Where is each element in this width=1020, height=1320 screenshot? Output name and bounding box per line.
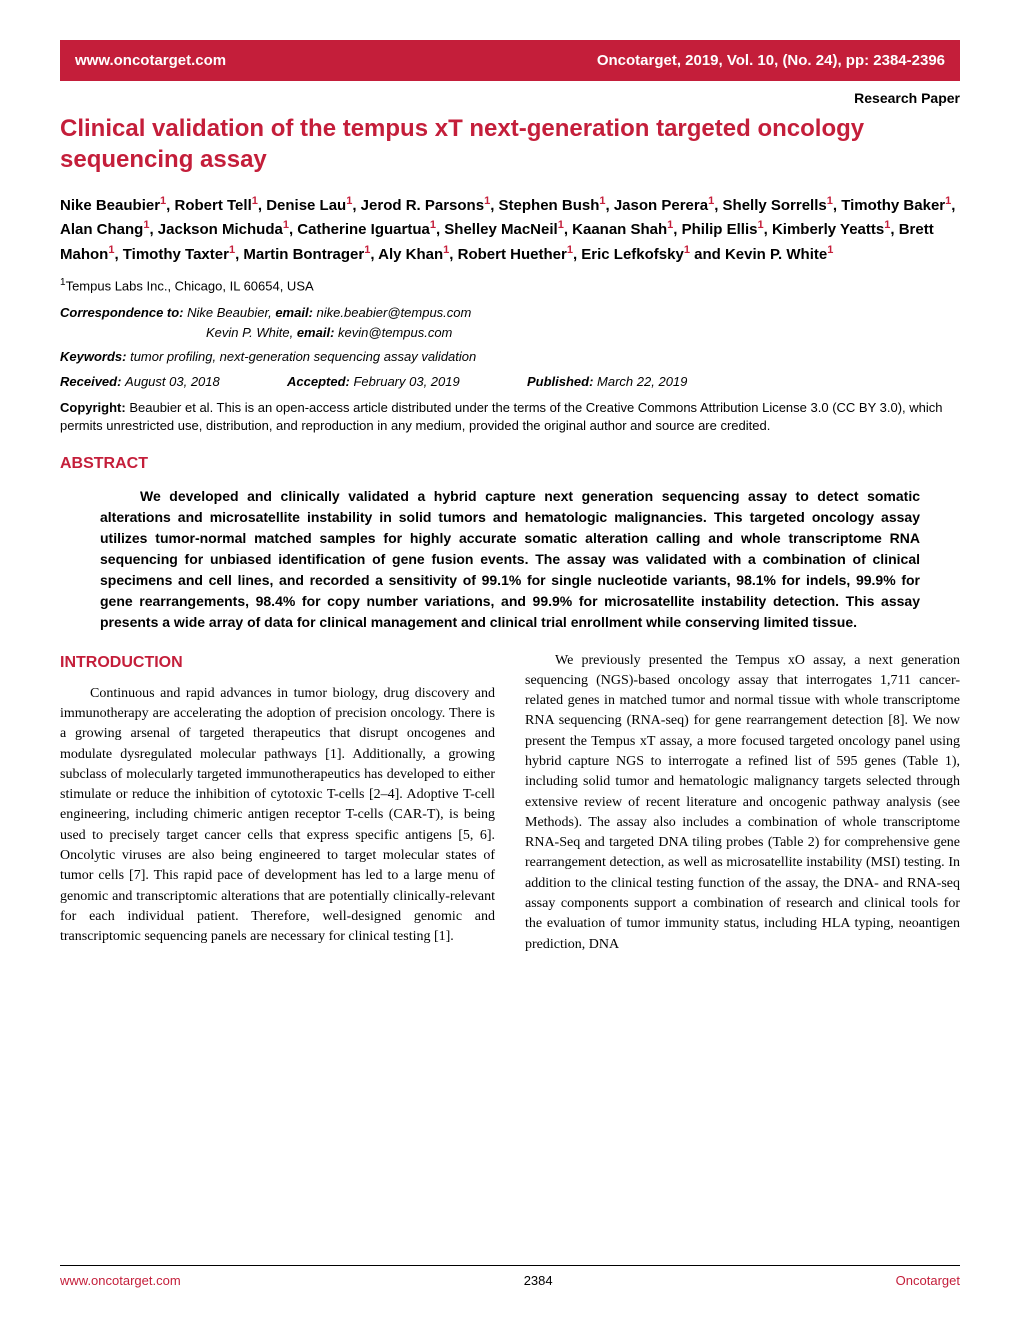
corr-email-label-2: email: (297, 325, 335, 340)
affiliation: 1Tempus Labs Inc., Chicago, IL 60654, US… (60, 276, 960, 296)
introduction-heading: INTRODUCTION (60, 651, 495, 674)
copyright-label: Copyright: (60, 400, 126, 415)
abstract-heading: ABSTRACT (60, 453, 960, 475)
correspondence-line1: Correspondence to: Nike Beaubier, email:… (60, 304, 960, 322)
footer-website: www.oncotarget.com (60, 1272, 181, 1290)
corr-email-1: nike.beabier@tempus.com (317, 305, 472, 320)
article-type-label: Research Paper (60, 89, 960, 109)
header-website: www.oncotarget.com (75, 50, 226, 71)
intro-para-1: Continuous and rapid advances in tumor b… (60, 684, 495, 948)
authors-list: Nike Beaubier1, Robert Tell1, Denise Lau… (60, 193, 960, 267)
header-citation: Oncotarget, 2019, Vol. 10, (No. 24), pp:… (597, 50, 945, 71)
abstract-content: We developed and clinically validated a … (100, 488, 920, 630)
copyright-notice: Copyright: Beaubier et al. This is an op… (60, 399, 960, 435)
corr-email-2: kevin@tempus.com (338, 325, 452, 340)
accepted-date: February 03, 2019 (353, 374, 459, 389)
right-column: We previously presented the Tempus xO as… (525, 651, 960, 955)
article-title: Clinical validation of the tempus xT nex… (60, 113, 960, 175)
published-date: March 22, 2019 (597, 374, 687, 389)
left-column: INTRODUCTION Continuous and rapid advanc… (60, 651, 495, 955)
published-label: Published: (527, 374, 593, 389)
abstract-body: We developed and clinically validated a … (60, 486, 960, 633)
journal-header-bar: www.oncotarget.com Oncotarget, 2019, Vol… (60, 40, 960, 81)
received-label: Received: (60, 374, 121, 389)
publication-dates: Received: August 03, 2018 Accepted: Febr… (60, 373, 960, 391)
correspondence-label: Correspondence to: (60, 305, 184, 320)
footer-pagenum: 2384 (524, 1272, 553, 1290)
copyright-text: Beaubier et al. This is an open-access a… (60, 400, 943, 433)
received-date: August 03, 2018 (125, 374, 220, 389)
accepted-label: Accepted: (287, 374, 350, 389)
corr-name-1: Nike Beaubier, (187, 305, 272, 320)
keywords: Keywords: tumor profiling, next-generati… (60, 348, 960, 366)
body-columns: INTRODUCTION Continuous and rapid advanc… (60, 651, 960, 955)
keywords-label: Keywords: (60, 349, 126, 364)
corr-name-2: Kevin P. White, (206, 325, 293, 340)
keywords-text: tumor profiling, next-generation sequenc… (130, 349, 476, 364)
corr-email-label-1: email: (275, 305, 313, 320)
footer-journal: Oncotarget (896, 1272, 960, 1290)
correspondence-line2: Kevin P. White, email: kevin@tempus.com (206, 324, 960, 342)
intro-para-2: We previously presented the Tempus xO as… (525, 651, 960, 955)
page-footer: www.oncotarget.com 2384 Oncotarget (60, 1265, 960, 1290)
